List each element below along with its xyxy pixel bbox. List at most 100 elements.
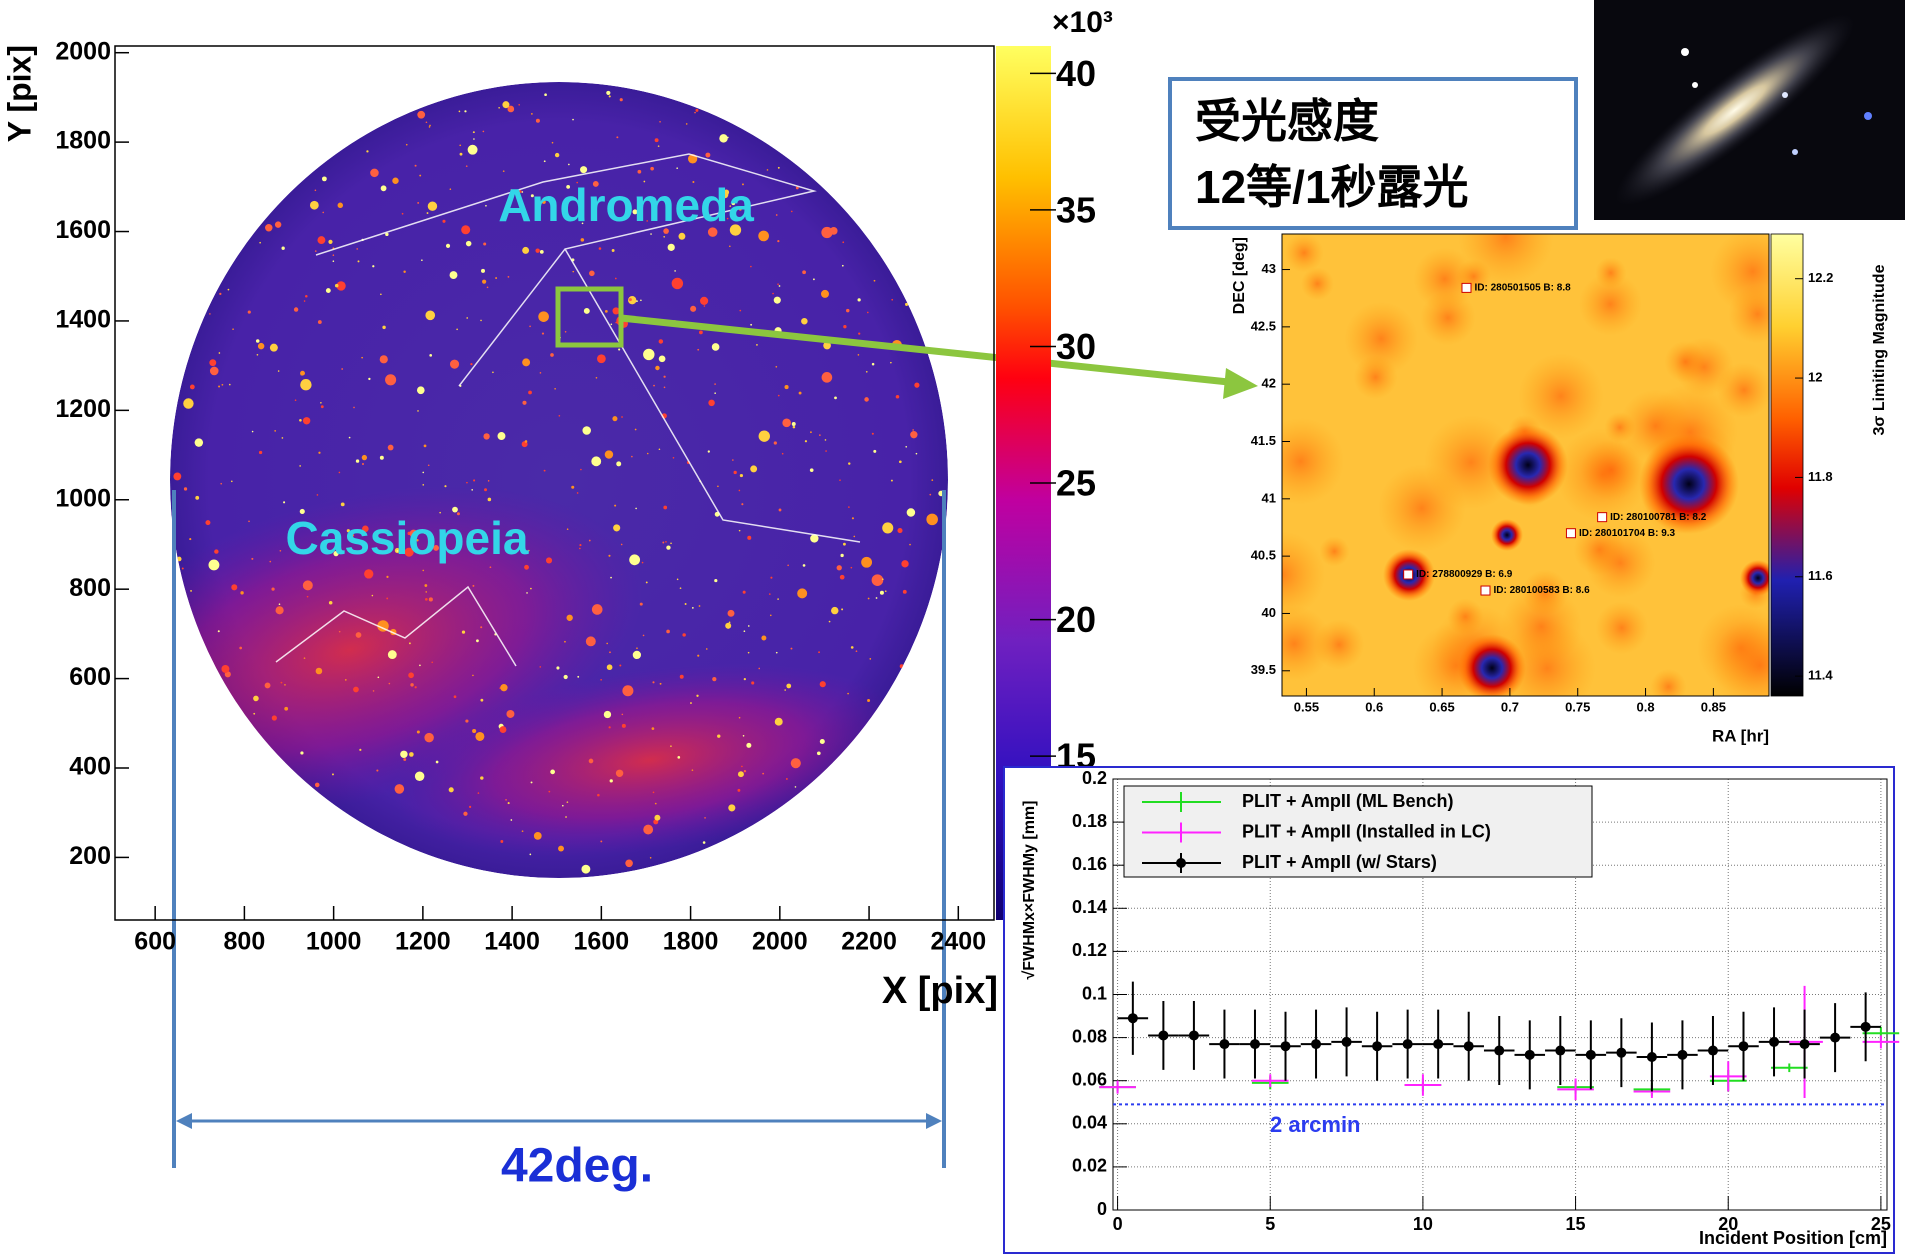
sky-star (183, 398, 193, 408)
sky-star (209, 313, 211, 315)
sky-star (926, 514, 938, 526)
sky-star (622, 724, 626, 728)
sky-star (750, 266, 752, 268)
sky-star (706, 648, 708, 650)
sky-star (853, 536, 855, 538)
x-tick-label: 1800 (663, 928, 719, 956)
sky-star (677, 756, 680, 759)
sky-star (522, 830, 524, 832)
sky-star (205, 520, 210, 525)
sky-star (663, 236, 665, 238)
sky-star (636, 647, 638, 649)
y-tick-label: 42 (1262, 376, 1276, 391)
sky-star (647, 453, 649, 455)
sky-star (466, 165, 468, 167)
sky-star (221, 665, 229, 673)
sky-star (825, 450, 827, 452)
sky-star (333, 254, 335, 256)
sky-star (775, 718, 783, 726)
photo-star (1692, 82, 1698, 88)
sky-star (539, 666, 541, 668)
sky-star (778, 395, 780, 397)
sky-star (813, 278, 815, 280)
sky-star (253, 713, 255, 715)
heatmap-blob (1595, 601, 1648, 654)
sky-star (699, 605, 701, 607)
sky-star (662, 542, 664, 544)
sky-star (856, 650, 858, 652)
data-point (1311, 1039, 1321, 1049)
sky-star (846, 309, 849, 312)
sky-star (817, 751, 821, 755)
sky-star (429, 354, 432, 357)
legend-label: PLIT + AmpII (w/ Stars) (1242, 852, 1437, 872)
y-tick-label: 0.2 (1082, 768, 1107, 788)
sky-star (610, 577, 612, 579)
sky-star (769, 593, 771, 595)
sky-star (696, 695, 698, 697)
sky-star (672, 278, 683, 289)
sky-star (620, 98, 623, 101)
sky-star (388, 650, 397, 659)
sky-star (529, 326, 531, 328)
sky-star (643, 635, 645, 637)
sky-star (668, 244, 675, 251)
sky-star (274, 430, 276, 432)
sky-star (784, 689, 786, 691)
slide: 受光感度 12等/1秒露光 42deg. 6008001000120014001… (0, 0, 1905, 1256)
sky-star (265, 683, 271, 689)
sky-star (428, 464, 430, 466)
sky-star (315, 250, 317, 252)
sky-star (734, 471, 737, 474)
sky-star (469, 806, 471, 808)
sky-star (525, 440, 528, 443)
sky-star (304, 300, 306, 302)
sky-star (714, 383, 716, 385)
sky-star (872, 574, 884, 586)
sky-star (777, 240, 779, 242)
y-tick-label: 200 (69, 842, 111, 870)
sky-star (690, 702, 692, 704)
y-axis-label: DEC [deg] (1231, 237, 1248, 314)
sky-star (728, 804, 735, 811)
sky-star (490, 566, 492, 568)
sky-star (750, 465, 757, 472)
sky-star (869, 658, 871, 660)
sky-star (901, 560, 908, 567)
page: {"chart_data": [ {"type": "skymap", "x_l… (0, 0, 1905, 1256)
y-axis-label: √FWHMx×FWHMy [mm] (1021, 801, 1038, 980)
sky-star (756, 344, 758, 346)
sky-star (555, 153, 559, 157)
sky-star (896, 395, 900, 399)
sky-star (492, 371, 494, 373)
y-tick-label: 39.5 (1251, 662, 1276, 677)
sky-star (762, 773, 764, 775)
sky-star (663, 506, 667, 510)
sky-star (740, 474, 743, 477)
sky-star (424, 733, 433, 742)
sky-star (885, 590, 887, 592)
sky-star (581, 865, 590, 874)
sky-star (436, 761, 439, 764)
sky-star (353, 687, 359, 693)
sky-star (429, 597, 433, 601)
sky-star (700, 297, 708, 305)
sky-star (464, 110, 466, 112)
sky-star (419, 175, 421, 177)
sky-star (389, 683, 391, 685)
sky-star (882, 522, 893, 533)
sky-star (282, 437, 284, 439)
sky-star (909, 544, 911, 546)
sky-star (631, 456, 633, 458)
sky-star (424, 445, 427, 448)
sky-star (851, 567, 853, 569)
heatmap-blob (1378, 464, 1466, 552)
sky-star (692, 607, 694, 609)
sky-star (256, 339, 260, 343)
sky-star (210, 367, 219, 376)
sky-star (695, 109, 698, 112)
sky-star (607, 664, 613, 670)
sky-star (847, 693, 849, 695)
x-tick-label: 0.8 (1637, 699, 1655, 714)
sky-star (905, 303, 908, 306)
